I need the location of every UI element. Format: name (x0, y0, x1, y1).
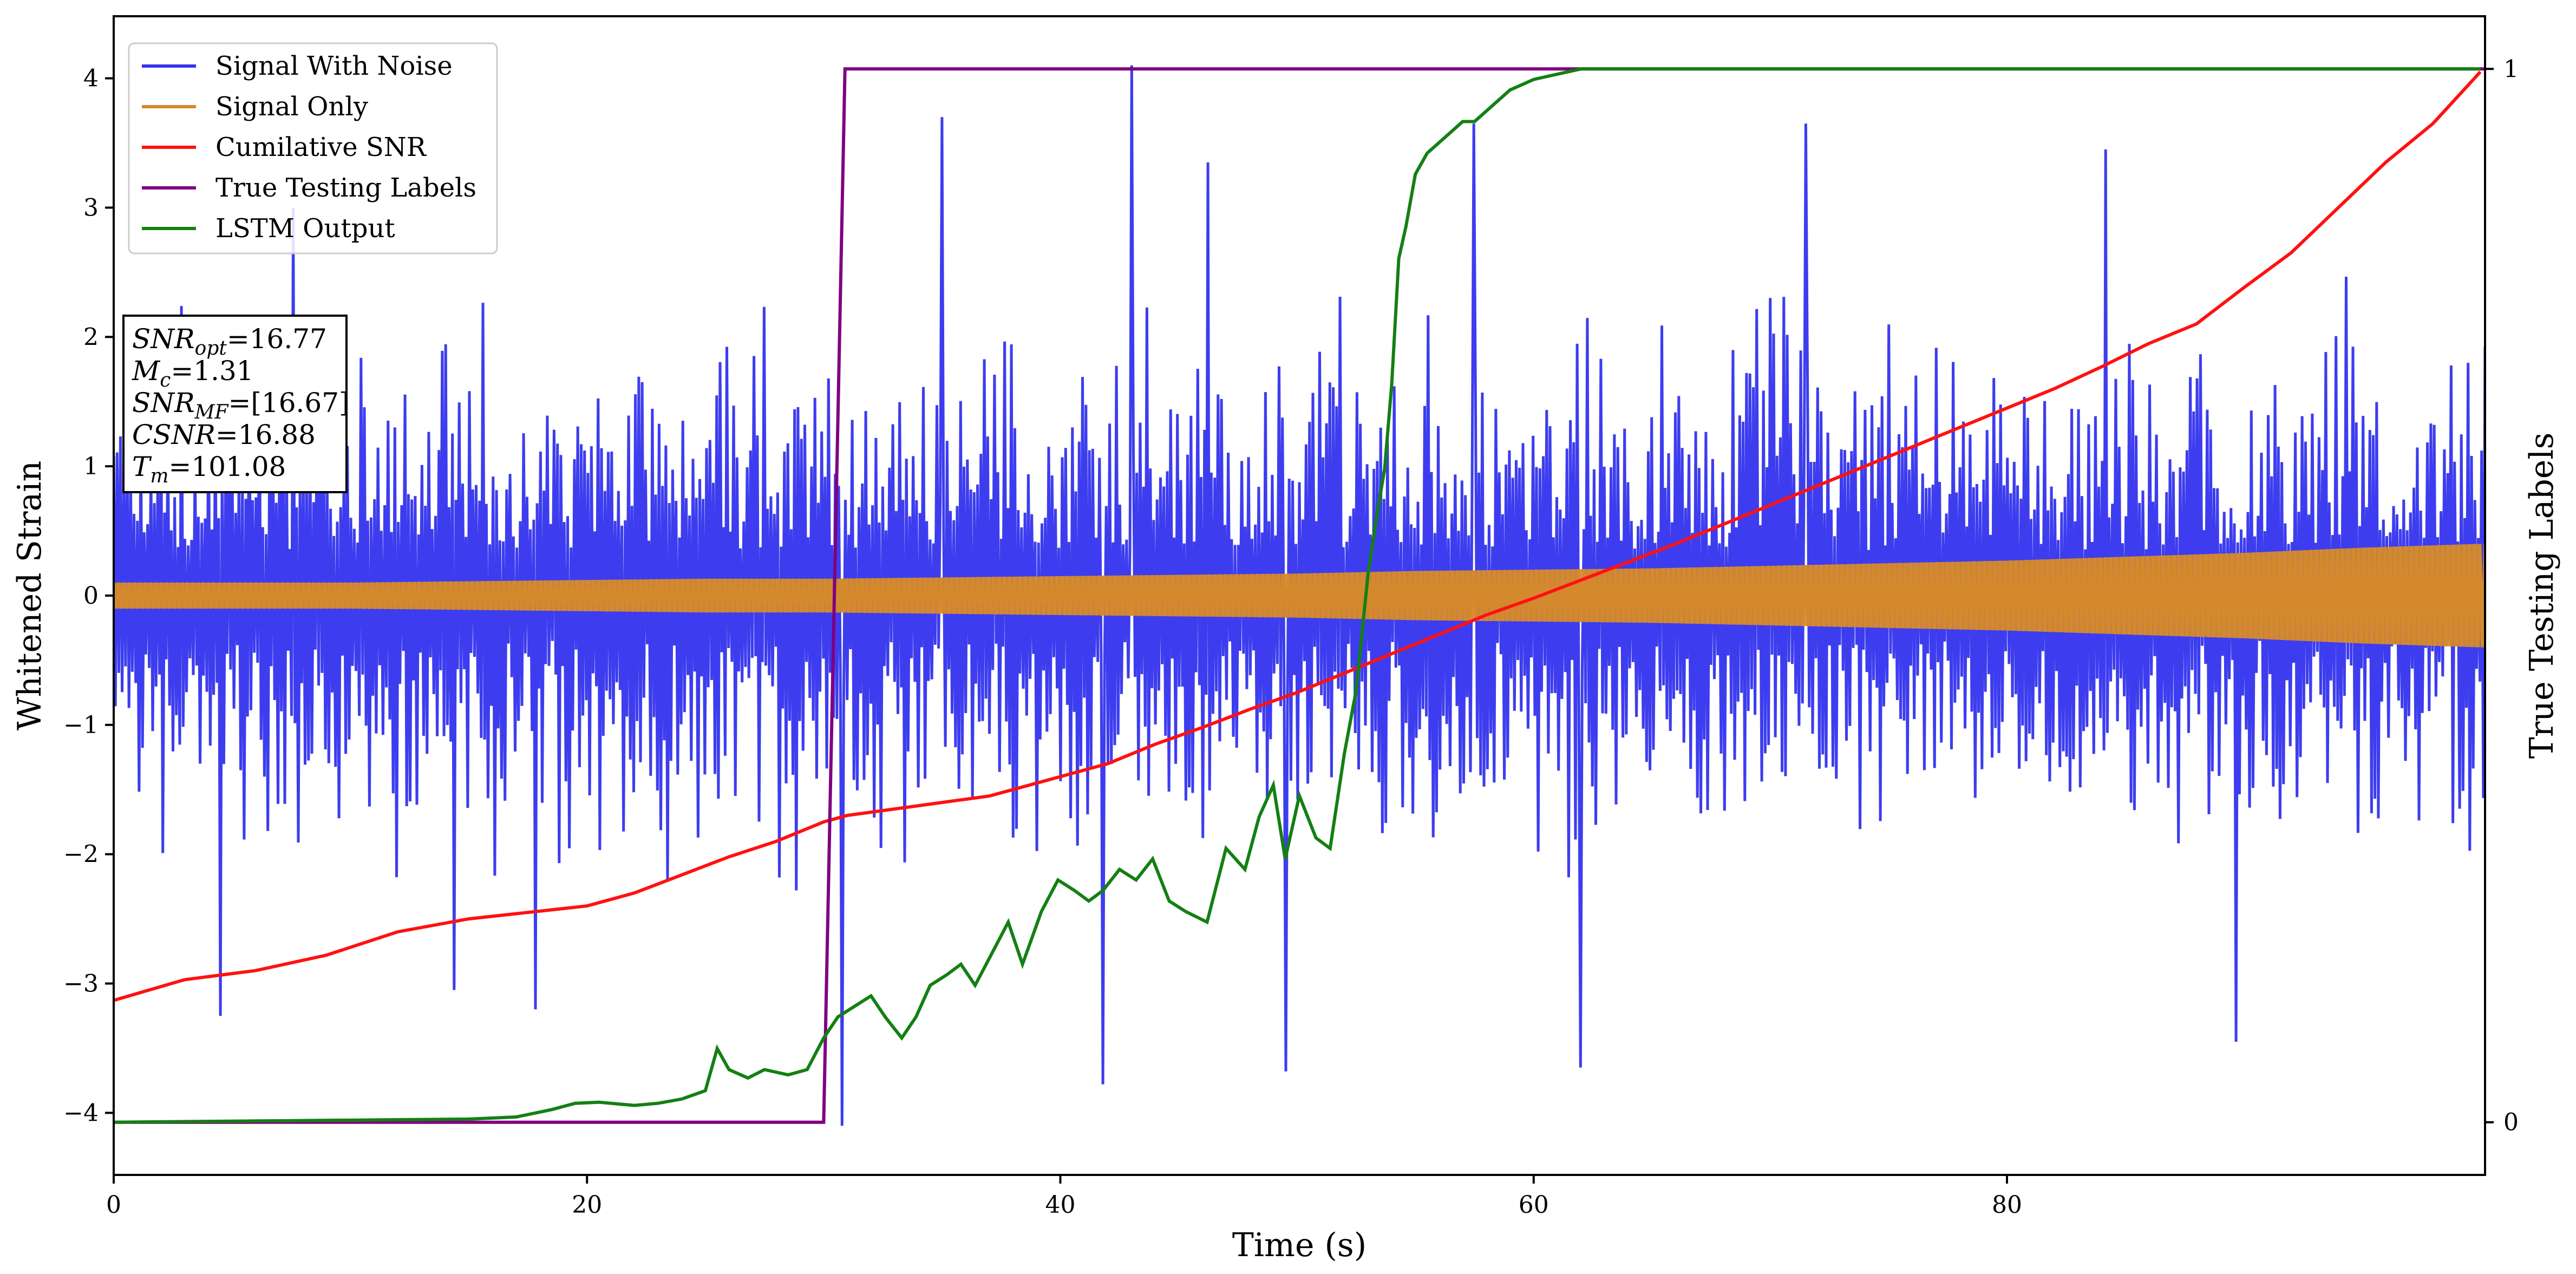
info-line: SNRopt=16.77 (132, 323, 327, 360)
x-tick-label: 60 (1519, 1191, 1549, 1219)
y-tick-label: −2 (63, 841, 99, 868)
y-tick-label: 2 (83, 323, 99, 351)
x-tick-label: 40 (1045, 1191, 1076, 1219)
x-tick-label: 0 (106, 1191, 121, 1219)
info-line: Tm=101.08 (132, 451, 286, 487)
info-box-frame (122, 315, 348, 493)
legend-entry: Signal Only (215, 92, 368, 122)
x-tick-label: 20 (572, 1191, 602, 1219)
y2-tick-label: 0 (2503, 1109, 2519, 1136)
legend-entry: Signal With Noise (215, 51, 453, 81)
x-axis-title: Time (s) (1232, 1226, 1367, 1264)
info-line: Mc=1.31 (132, 355, 254, 391)
series-layer (114, 65, 2485, 1126)
y-axis-title: Whitened Strain (11, 461, 49, 730)
series-lstm-output (114, 67, 2481, 1124)
info-box: SNRopt=16.77Mc=1.31SNRMF=[16.67]CSNR=16.… (122, 315, 350, 493)
legend: Signal With Noise Signal Only Cumilative S… (128, 42, 498, 254)
info-line: SNRMF=[16.67] (132, 387, 350, 423)
y-tick-label: −3 (63, 970, 99, 998)
y2-tick-label: 1 (2503, 55, 2519, 83)
legend-entry: LSTM Output (215, 213, 395, 244)
y-tick-label: 1 (83, 453, 99, 480)
y-tick-label: 3 (83, 194, 99, 221)
legend-entry: True Testing Labels (215, 173, 476, 203)
info-line: CSNR=16.88 (132, 419, 316, 450)
legend-box (128, 42, 498, 254)
y-tick-label: −4 (63, 1099, 99, 1127)
y-tick-label: 0 (83, 582, 99, 610)
y-tick-label: 4 (83, 65, 99, 93)
series-signal-only-band (114, 544, 2481, 648)
y2-axis-title: True Testing Labels (2523, 433, 2561, 759)
y-tick-label: −1 (63, 711, 99, 739)
legend-entry: Cumilative SNR (215, 132, 427, 162)
series-cumilative-snr (114, 70, 2482, 1002)
x-tick-label: 80 (1992, 1191, 2022, 1219)
